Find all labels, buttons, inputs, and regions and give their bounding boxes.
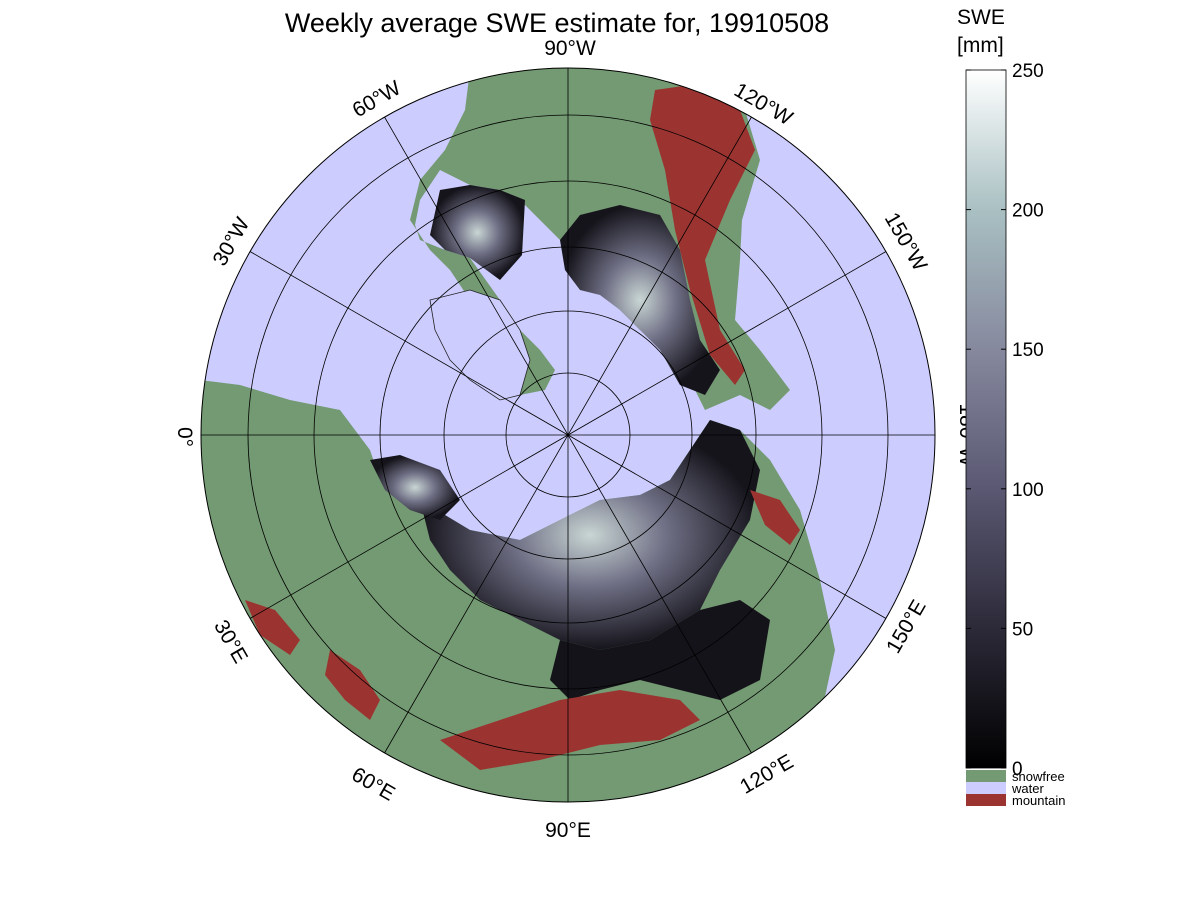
category-label-mountain: mountain — [1012, 793, 1065, 808]
lon-label-30e: 30°E — [209, 616, 252, 667]
colorbar-tick-label: 250 — [1012, 61, 1044, 82]
colorbar-title-line2: [mm] — [957, 34, 1004, 57]
colorbar-gradient — [965, 69, 1007, 769]
rockies-mountains — [650, 85, 755, 385]
greenland — [429, 289, 531, 401]
colorbar: SWE [mm] 0 50 100 150 200 250 snowfreewatermo… — [957, 6, 1065, 808]
colorbar-tick-label: 0 — [1012, 759, 1023, 780]
colorbar-tick-label: 150 — [1012, 340, 1044, 361]
central-asia-mountains — [440, 690, 700, 770]
lon-label-0: 0° — [173, 427, 196, 447]
map-title: Weekly average SWE estimate for, 1991050… — [285, 8, 829, 38]
colorbar-tick-label: 50 — [1012, 619, 1033, 640]
colorbar-title-line1: SWE — [957, 6, 1005, 29]
ural-mountains — [325, 650, 380, 720]
lon-label-90e: 90°E — [545, 819, 591, 842]
category-swatch-snowfree — [966, 770, 1006, 782]
map-boundary — [200, 67, 936, 803]
category-label-snowfree: snowfree — [1012, 769, 1065, 784]
category-swatch-mountain — [966, 794, 1006, 806]
meridians — [201, 68, 935, 802]
lon-label-60e: 60°E — [348, 763, 399, 806]
category-swatch-water — [966, 782, 1006, 794]
siberia-snow — [420, 420, 760, 650]
north-america-snow — [430, 185, 525, 280]
east-siberia-dark — [550, 600, 770, 700]
scandinavia-snow — [370, 455, 460, 520]
kamchatka-mountains — [750, 490, 800, 545]
colorbar-ticks: 0 50 100 150 200 250 — [966, 61, 1044, 780]
polar-map — [201, 68, 935, 802]
canada-snow — [560, 205, 720, 395]
colorbar-tick-label: 200 — [1012, 201, 1044, 222]
colorbar-tick-label: 100 — [1012, 480, 1044, 501]
lon-label-90w: 90°W — [544, 37, 596, 60]
lon-label-120e: 120°E — [736, 750, 797, 799]
category-label-water: water — [1011, 781, 1044, 796]
